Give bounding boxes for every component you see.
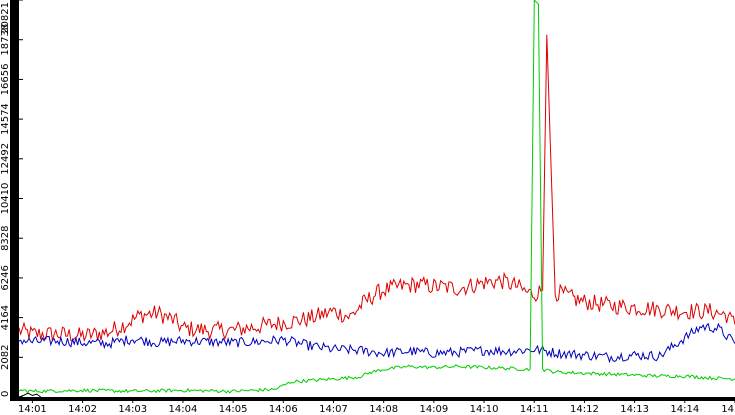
y-tick-label: 16656 — [0, 64, 11, 96]
x-tick-label: 14:13 — [620, 404, 649, 415]
series-line-2 — [18, 322, 735, 364]
series-line-4 — [18, 392, 42, 398]
x-tick-label: 14:05 — [219, 404, 248, 415]
y-tick-label: 4164 — [0, 305, 11, 330]
y-tick-label: 20821 — [0, 2, 11, 34]
y-tick-label: 14574 — [0, 103, 11, 135]
y-tick-label: 8328 — [0, 225, 11, 250]
y-tick-label: 10410 — [0, 183, 11, 215]
y-tick-label: 6246 — [0, 265, 11, 290]
x-tick-label: 14:10 — [470, 404, 499, 415]
x-tick-label: 14:06 — [269, 404, 298, 415]
x-tick-label: 14:11 — [520, 404, 549, 415]
y-tick-label: 0 — [0, 391, 11, 397]
x-tick-label: 14:04 — [169, 404, 198, 415]
x-axis-bar — [10, 397, 735, 401]
x-tick-label: 14 — [721, 404, 734, 415]
y-axis-bar — [10, 0, 19, 400]
y-tick-label: 18738 — [0, 24, 11, 56]
series-group — [18, 0, 735, 398]
x-tick-label: 14:14 — [670, 404, 699, 415]
y-tick-label: 2082 — [0, 345, 11, 370]
y-tick-label: 12492 — [0, 143, 11, 175]
x-tick-label: 14:02 — [68, 404, 97, 415]
x-tick-label: 14:01 — [18, 404, 47, 415]
series-line-3 — [18, 0, 735, 394]
x-tick-label: 14:07 — [319, 404, 348, 415]
x-tick-label: 14:12 — [570, 404, 599, 415]
x-tick-label: 14:08 — [369, 404, 398, 415]
x-tick-label: 14:09 — [419, 404, 448, 415]
x-tick-label: 14:03 — [118, 404, 147, 415]
series-line-1 — [18, 34, 735, 343]
